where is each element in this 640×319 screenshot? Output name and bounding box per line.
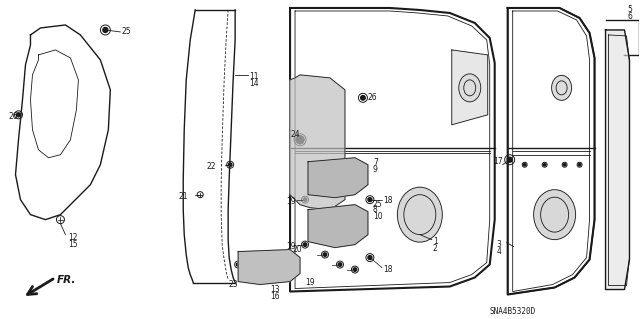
Text: 19: 19 — [305, 278, 315, 286]
Text: 15: 15 — [68, 240, 78, 249]
Circle shape — [303, 198, 307, 201]
Text: 16: 16 — [270, 292, 280, 300]
Text: 5: 5 — [627, 5, 632, 14]
Polygon shape — [308, 205, 368, 248]
Polygon shape — [605, 30, 630, 290]
Text: 18: 18 — [383, 196, 392, 205]
Text: 20: 20 — [292, 245, 301, 254]
Text: 21: 21 — [178, 192, 188, 201]
Circle shape — [524, 163, 526, 166]
Circle shape — [17, 113, 20, 117]
Circle shape — [507, 157, 512, 162]
Circle shape — [103, 27, 108, 33]
Ellipse shape — [397, 187, 442, 242]
Text: 12: 12 — [68, 233, 78, 241]
Text: 19: 19 — [286, 241, 296, 251]
Circle shape — [543, 163, 546, 166]
Circle shape — [368, 256, 372, 260]
Circle shape — [563, 163, 566, 166]
Text: 25: 25 — [373, 200, 383, 209]
Text: SNA4B5320D: SNA4B5320D — [490, 308, 536, 316]
Text: 22: 22 — [206, 162, 216, 171]
Text: 18: 18 — [383, 264, 392, 274]
Text: 17: 17 — [493, 157, 502, 166]
Circle shape — [236, 263, 240, 266]
Text: 1: 1 — [433, 237, 438, 246]
Text: 19: 19 — [286, 197, 296, 206]
Ellipse shape — [459, 74, 481, 102]
Circle shape — [353, 268, 356, 271]
Text: 24: 24 — [290, 130, 300, 139]
Text: 26: 26 — [8, 112, 18, 121]
Text: 2: 2 — [433, 244, 438, 253]
Circle shape — [228, 163, 232, 167]
Circle shape — [296, 136, 304, 144]
Circle shape — [338, 263, 342, 266]
Circle shape — [361, 96, 365, 100]
Polygon shape — [238, 249, 300, 285]
Ellipse shape — [552, 75, 572, 100]
Polygon shape — [452, 50, 488, 125]
Text: 13: 13 — [270, 285, 280, 293]
Text: 11: 11 — [249, 72, 259, 81]
Text: 7: 7 — [373, 158, 378, 167]
Ellipse shape — [534, 190, 575, 240]
Text: 23: 23 — [228, 279, 238, 288]
Circle shape — [368, 198, 372, 202]
Text: 3: 3 — [497, 240, 502, 249]
Text: 14: 14 — [249, 79, 259, 88]
Circle shape — [246, 264, 250, 269]
Text: 10: 10 — [373, 211, 383, 221]
Circle shape — [323, 253, 327, 256]
Text: 4: 4 — [497, 247, 502, 256]
Circle shape — [273, 262, 277, 267]
Polygon shape — [290, 75, 345, 210]
Circle shape — [579, 163, 581, 166]
Text: 9: 9 — [373, 165, 378, 174]
Text: 8: 8 — [373, 205, 378, 214]
Text: 25: 25 — [122, 27, 131, 36]
Text: 6: 6 — [627, 12, 632, 21]
Text: 26: 26 — [368, 93, 378, 102]
Circle shape — [303, 243, 307, 246]
Text: FR.: FR. — [56, 275, 76, 285]
Polygon shape — [308, 158, 368, 198]
Text: 19: 19 — [286, 262, 296, 271]
